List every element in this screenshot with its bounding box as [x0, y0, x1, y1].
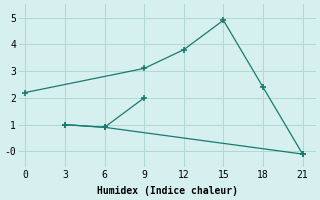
X-axis label: Humidex (Indice chaleur): Humidex (Indice chaleur) [97, 186, 238, 196]
